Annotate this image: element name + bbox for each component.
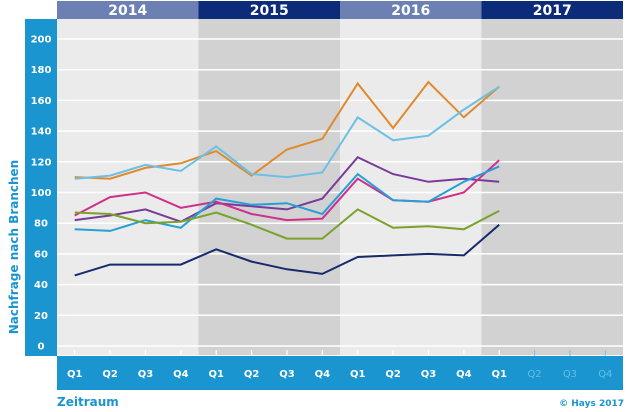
y-tick-label: 180 [31,65,52,76]
y-tick-label: 160 [31,96,52,107]
year-band-2014 [57,19,199,355]
series-line-light-blue [74,85,500,180]
series-line-navy [74,223,500,277]
year-band-2015 [198,19,340,355]
year-header-2015 [198,1,340,19]
y-tick-label: 140 [31,127,52,138]
x-tick-label: Q2 [102,369,118,380]
year-bands: 2014 2015 2016 2017 [57,1,623,355]
x-tick-label: Q4 [315,369,331,380]
series-line-orange [74,80,500,180]
year-label: 2016 [391,3,430,19]
x-tick-label: Q4 [173,369,189,380]
y-axis: 0 20 40 60 80 100 120 140 160 180 200 [25,19,57,356]
y-tick-label: 80 [34,219,48,230]
x-tick-label: Q1 [208,369,224,380]
x-tick-label: Q3 [279,369,295,380]
x-tick-label: Q4 [456,369,472,380]
x-tick-label: Q1 [67,369,83,380]
copyright-text: © Hays 2017 [559,399,624,409]
year-header-2016 [340,1,482,19]
series-line-purple [74,155,500,223]
y-tick-label: 40 [34,280,48,291]
series-line-green [74,208,500,240]
y-tick-label: 0 [38,342,45,353]
x-tick-label: Q2 [244,369,260,380]
y-tick-label: 120 [31,157,52,168]
y-tick-label: 60 [34,249,48,260]
series-line-cyan [74,165,500,232]
year-header-2017 [481,1,623,19]
x-tick-label: Q2 [385,369,401,380]
y-tick-label: 20 [34,311,48,322]
x-axis: Q1 Q2 Q3 Q4 Q1 Q2 Q3 Q4 Q1 Q2 Q3 Q4 Q1 Q2 Q3 Q4 [57,350,623,390]
year-label: 2015 [250,3,289,19]
x-tick-label: Q1 [350,369,366,380]
year-label: 2014 [108,3,147,19]
x-tick-label: Q4 [598,369,612,380]
y-tick-label: 200 [31,35,52,46]
x-tick-label: Q3 [421,369,437,380]
year-band-2017 [481,19,623,355]
x-tick-label: Q3 [563,369,577,380]
x-tick-label: Q1 [491,369,507,380]
y-axis-band [25,19,57,356]
year-band-2016 [340,19,482,355]
series-layer [74,80,500,277]
x-axis-title: Zeitraum [57,395,119,409]
x-tick-label: Q3 [138,369,154,380]
year-header-2014 [57,1,199,19]
x-tick-label: Q2 [527,369,541,380]
year-label: 2017 [533,3,572,19]
y-axis-title: Nachfrage nach Branchen [7,160,21,334]
x-axis-band [57,356,623,390]
y-tick-label: 100 [31,188,52,199]
